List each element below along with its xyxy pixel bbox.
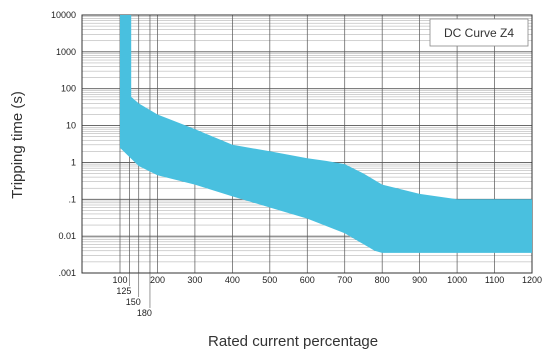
y-tick-label: .001 [58, 268, 76, 278]
x-tick-label: 150 [126, 297, 141, 307]
x-tick-label: 1000 [447, 275, 467, 285]
y-tick-label: .1 [68, 194, 76, 204]
band-layer [120, 15, 532, 253]
chart-label-box [429, 18, 529, 47]
x-tick-label: 700 [337, 275, 352, 285]
y-tick-label: 1000 [56, 47, 76, 57]
tripping-band-0 [120, 15, 532, 253]
x-tick-label: 125 [116, 286, 131, 296]
plot-border [81, 14, 533, 274]
y-tick-label: 0.01 [58, 231, 76, 241]
chart-label: DC Curve Z4 [444, 26, 514, 40]
x-tick-label: 1100 [485, 275, 504, 285]
y-axis-title: Tripping time (s) [9, 91, 26, 199]
x-tick-label: 800 [375, 275, 390, 285]
x-tick-label: 300 [187, 275, 202, 285]
y-tick-label: 1 [71, 157, 76, 167]
y-tick-label: 10 [66, 121, 76, 131]
y-tick-label: 10000 [51, 10, 76, 20]
x-tick-label: 1200 [522, 275, 542, 285]
x-tick-label: 100 [112, 275, 127, 285]
x-axis-title: Rated current percentage [208, 333, 378, 350]
x-tick-label: 900 [412, 275, 427, 285]
x-tick-label: 180 [137, 308, 152, 318]
y-tick-label: 100 [61, 84, 76, 94]
x-tick-label: 500 [262, 275, 277, 285]
x-tick-label: 600 [300, 275, 315, 285]
x-tick-label: 400 [225, 275, 240, 285]
tick-labels: 100001000100101.10.01.001100125150180200… [51, 10, 542, 318]
x-tick-label: 200 [150, 275, 165, 285]
